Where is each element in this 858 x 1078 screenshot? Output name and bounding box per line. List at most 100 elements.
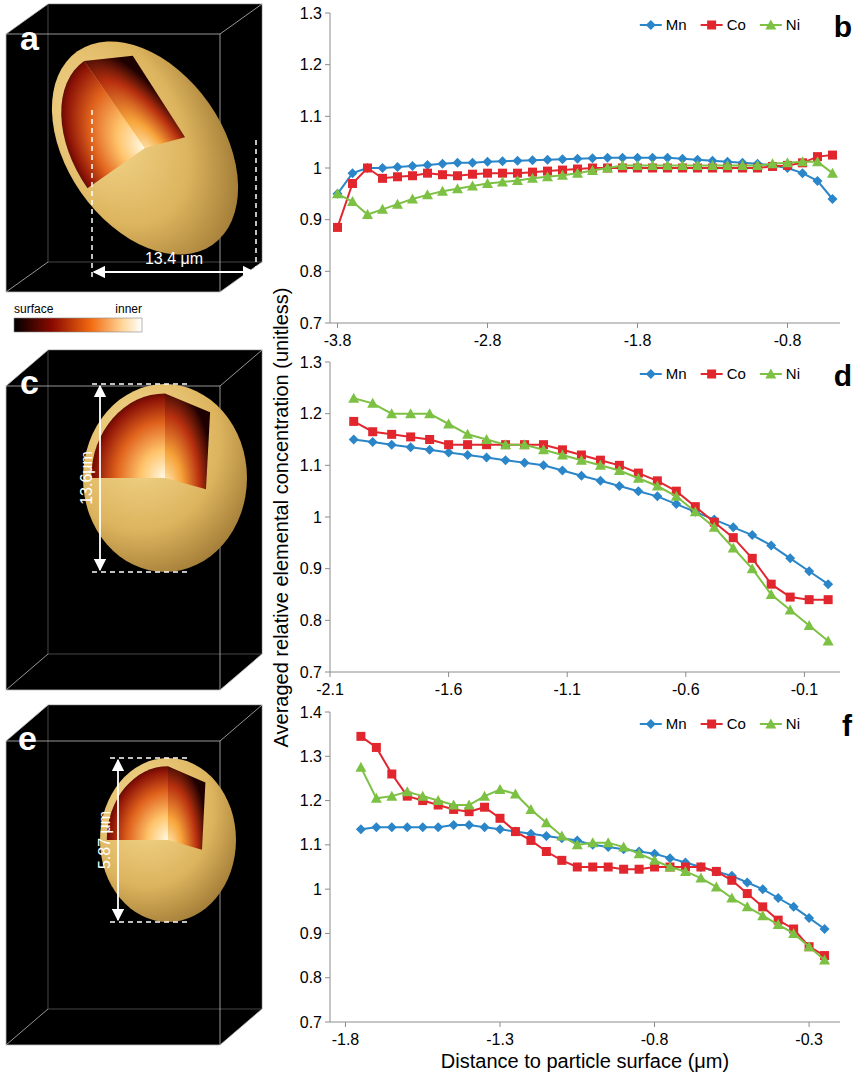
marker xyxy=(387,440,397,450)
panel-letter: a xyxy=(20,19,40,57)
marker xyxy=(797,156,808,166)
x-tick xyxy=(804,672,805,677)
marker xyxy=(510,788,521,798)
marker xyxy=(479,791,490,801)
legend-item: Mn xyxy=(640,16,687,33)
marker xyxy=(602,163,613,173)
y-tick xyxy=(325,219,330,220)
marker xyxy=(433,795,444,805)
marker xyxy=(557,856,566,865)
series-line xyxy=(354,440,828,585)
x-tick xyxy=(330,672,331,677)
marker xyxy=(408,171,417,180)
marker xyxy=(633,473,644,483)
marker xyxy=(363,163,373,173)
series-line xyxy=(361,767,825,960)
x-tick-label: -1.8 xyxy=(624,332,652,349)
marker xyxy=(348,179,357,188)
cut-face xyxy=(165,393,210,489)
legend: MnCoNi xyxy=(640,16,800,33)
marker xyxy=(462,429,473,439)
x-axis xyxy=(330,672,840,673)
x-tick xyxy=(809,1022,810,1027)
marker xyxy=(617,160,628,170)
marker xyxy=(406,442,416,452)
marker xyxy=(804,913,814,923)
marker xyxy=(823,579,833,589)
panel-letter: e xyxy=(18,719,37,757)
marker xyxy=(773,893,783,903)
marker xyxy=(742,901,753,911)
marker xyxy=(481,434,492,444)
legend-label: Ni xyxy=(786,365,800,382)
marker xyxy=(408,161,418,171)
dashed-guide xyxy=(110,757,190,759)
y-tick-label: 1 xyxy=(313,881,322,898)
panel-letter: c xyxy=(20,363,39,401)
marker xyxy=(542,171,553,181)
x-tick-label: -3.8 xyxy=(324,332,352,349)
marker xyxy=(587,837,598,847)
x-tick-label: -2.1 xyxy=(316,681,344,698)
marker xyxy=(766,540,776,550)
marker xyxy=(463,440,472,449)
y-tick-label: 1.4 xyxy=(300,704,322,721)
box-edge xyxy=(220,4,262,34)
data-group xyxy=(332,151,838,232)
marker xyxy=(758,902,767,911)
marker xyxy=(576,455,587,465)
particle-image: 13.4 μma xyxy=(6,4,277,292)
marker xyxy=(765,369,776,379)
marker xyxy=(556,831,567,841)
marker xyxy=(333,223,342,232)
marker xyxy=(696,862,706,872)
y-tick-label: 1.2 xyxy=(300,792,322,809)
marker xyxy=(497,176,508,186)
marker xyxy=(349,435,359,445)
marker xyxy=(449,820,459,830)
marker xyxy=(646,20,656,30)
y-tick-label: 1.2 xyxy=(300,56,322,73)
y-tick xyxy=(325,271,330,272)
cut-face xyxy=(84,36,188,159)
legend: MnCoNi xyxy=(640,715,800,732)
dashed-guide xyxy=(255,140,257,280)
marker xyxy=(633,486,643,496)
box-edge xyxy=(6,654,48,690)
marker xyxy=(707,21,716,30)
series-line xyxy=(361,825,825,929)
marker xyxy=(614,465,625,475)
legend-item: Ni xyxy=(760,715,800,732)
marker xyxy=(520,458,530,468)
legend: MnCoNi xyxy=(640,365,800,382)
x-tick xyxy=(500,1022,501,1027)
marker xyxy=(483,169,492,178)
figure: 13.4 μma13.6μmc5.87 μmesurfaceinner0.70.… xyxy=(0,0,858,1078)
x-tick-label: -1.8 xyxy=(332,1031,360,1048)
x-axis xyxy=(330,323,840,324)
y-tick xyxy=(325,620,330,621)
marker xyxy=(647,160,658,170)
y-tick-label: 1.2 xyxy=(300,405,322,422)
y-tick-label: 0.7 xyxy=(300,1014,322,1031)
chart: 0.70.80.911.11.21.3-3.8-2.8-1.8-0.8bMnCo… xyxy=(300,5,852,350)
marker xyxy=(498,169,507,178)
marker xyxy=(827,168,838,178)
marker xyxy=(425,445,435,455)
marker xyxy=(662,160,673,170)
marker xyxy=(393,162,403,172)
box-edge xyxy=(220,1009,262,1045)
marker xyxy=(541,817,552,827)
marker xyxy=(798,168,808,178)
marker xyxy=(368,427,377,436)
particle-image: 5.87 μme xyxy=(6,705,262,1045)
marker xyxy=(422,189,433,199)
y-tick-label: 0.9 xyxy=(300,560,322,577)
box-edge xyxy=(220,350,262,386)
marker xyxy=(387,770,396,779)
marker xyxy=(614,481,624,491)
marker xyxy=(387,822,397,832)
marker xyxy=(595,460,606,470)
legend-item: Co xyxy=(701,16,746,33)
y-tick xyxy=(325,568,330,569)
